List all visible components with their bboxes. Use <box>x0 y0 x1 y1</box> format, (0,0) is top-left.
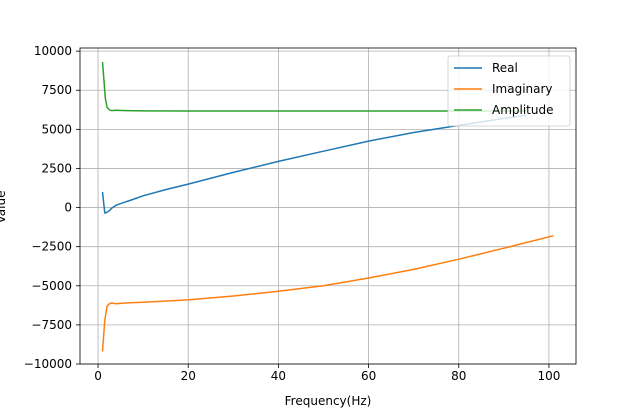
series-line-amplitude <box>101 62 527 112</box>
legend-label-amplitude: Amplitude <box>492 103 554 117</box>
series-lines <box>101 62 554 352</box>
y-tick-label: −7500 <box>31 318 72 332</box>
y-tick-label: 2500 <box>41 161 72 175</box>
y-tick-label: −2500 <box>31 240 72 254</box>
x-tick-label: 60 <box>361 369 376 383</box>
plot-frame <box>79 47 577 365</box>
x-tick-label: 100 <box>537 369 560 383</box>
series-line-real <box>101 114 527 214</box>
y-tick-label: 0 <box>64 201 72 215</box>
x-tick-label: 0 <box>94 369 102 383</box>
y-tick-label: 7500 <box>41 83 72 97</box>
series-line-imaginary <box>101 234 554 352</box>
legend: Real Imaginary Amplitude <box>447 55 571 127</box>
y-axis-label: Value <box>0 191 8 224</box>
legend-label-imaginary: Imaginary <box>492 82 553 96</box>
y-tick-label: −10000 <box>24 357 72 371</box>
legend-box <box>447 55 571 127</box>
y-tick-label: −5000 <box>31 279 72 293</box>
y-tick-label: 5000 <box>41 122 72 136</box>
x-tick-label: 40 <box>271 369 286 383</box>
x-axis-label: Frequency(Hz) <box>285 394 372 408</box>
x-tick-label: 80 <box>451 369 466 383</box>
y-tick-label: 10000 <box>34 44 72 58</box>
x-tick-label: 20 <box>181 369 196 383</box>
legend-label-real: Real <box>492 61 518 75</box>
axis-ticks: 0 20 40 60 80 100 −10000 −7500 −5000 −2500 0 2500 50… <box>24 44 561 383</box>
